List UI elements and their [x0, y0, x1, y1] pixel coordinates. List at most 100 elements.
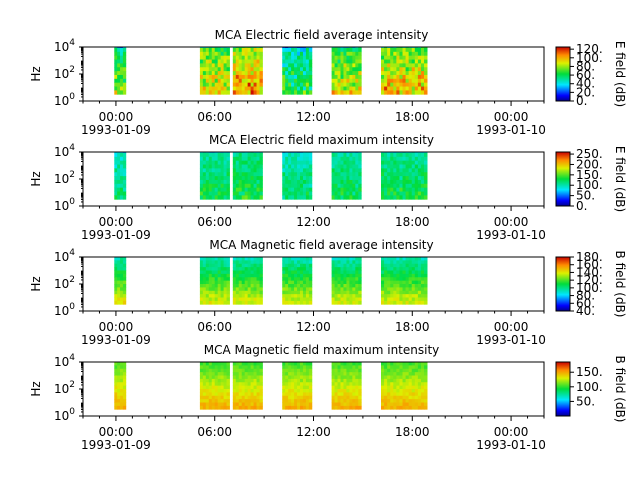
- spectrogram-cell: [256, 267, 260, 271]
- spectrogram-cell: [208, 277, 213, 282]
- spectrogram-cell: [343, 294, 347, 298]
- spectrogram-cell: [340, 267, 344, 271]
- spectrogram-cell: [247, 385, 251, 390]
- spectrogram-cell: [405, 382, 410, 387]
- spectrogram-cell: [355, 51, 359, 57]
- spectrogram-cell: [205, 152, 210, 158]
- spectrogram-cell: [349, 300, 353, 305]
- spectrogram-cell: [396, 71, 400, 76]
- spectrogram-cell: [414, 172, 419, 177]
- spectrogram-cell: [226, 260, 230, 265]
- spectrogram-cell: [305, 156, 310, 162]
- spectrogram-cell: [414, 273, 419, 278]
- spectrogram-cell: [358, 63, 362, 68]
- spectrogram-cell: [259, 297, 263, 302]
- spectrogram-cell: [297, 378, 301, 383]
- spectrogram-cell: [294, 78, 298, 84]
- spectrogram-cell: [282, 71, 286, 76]
- spectrogram-cell: [405, 47, 410, 53]
- spectrogram-cell: [390, 277, 394, 282]
- spectrogram-cell: [405, 195, 410, 200]
- spectrogram-cell: [241, 382, 246, 387]
- spectrogram-cell: [424, 59, 428, 64]
- spectrogram-cell: [396, 74, 400, 80]
- spectrogram-cell: [217, 297, 222, 302]
- spectrogram-cell: [352, 179, 356, 185]
- spectrogram-cell: [220, 156, 224, 162]
- spectrogram-cell: [114, 297, 118, 302]
- spectrogram-cell: [352, 86, 356, 91]
- spectrogram-cell: [358, 405, 362, 410]
- spectrogram-cell: [250, 290, 254, 295]
- spectrogram-cell: [387, 187, 391, 192]
- spectrogram-cell: [411, 63, 416, 68]
- spectrogram-cell: [241, 375, 246, 380]
- spectrogram-cell: [308, 260, 313, 265]
- spectrogram-cell: [346, 63, 350, 68]
- spectrogram-cell: [399, 395, 403, 400]
- spectrogram-cell: [343, 280, 347, 285]
- spectrogram-cell: [349, 405, 353, 410]
- spectrogram-cell: [244, 287, 249, 292]
- spectrogram-cell: [414, 270, 419, 275]
- spectrogram-cell: [384, 71, 388, 76]
- spectrogram-cell: [349, 168, 353, 173]
- spectrogram-cell: [305, 399, 310, 403]
- spectrogram-cell: [381, 172, 385, 177]
- spectrogram-cell: [393, 260, 397, 265]
- spectrogram-cell: [241, 290, 246, 295]
- spectrogram-cell: [223, 385, 227, 390]
- spectrogram-cell: [414, 187, 419, 192]
- spectrogram-cell: [393, 86, 397, 91]
- spectrogram-cell: [402, 402, 406, 407]
- spectrogram-cell: [355, 160, 359, 165]
- spectrogram-cell: [250, 375, 254, 380]
- spectrogram-cell: [334, 187, 338, 192]
- spectrogram-cell: [424, 176, 428, 181]
- spectrogram-cell: [420, 402, 425, 407]
- spectrogram-cell: [291, 300, 295, 305]
- spectrogram-cell: [217, 399, 222, 403]
- spectrogram-cell: [300, 287, 304, 292]
- spectrogram-cell: [220, 168, 224, 173]
- spectrogram-cell: [343, 59, 347, 64]
- spectrogram-cell: [114, 90, 118, 95]
- spectrogram-cell: [223, 263, 227, 268]
- spectrogram-cell: [214, 156, 219, 162]
- spectrogram-cell: [334, 74, 338, 80]
- spectrogram-cell: [408, 164, 413, 169]
- spectrogram-cell: [384, 382, 388, 387]
- spectrogram-cell: [285, 152, 289, 158]
- spectrogram-cell: [220, 290, 224, 295]
- spectrogram-cell: [250, 67, 254, 72]
- spectrogram-cell: [208, 71, 213, 76]
- x-tick-time: 12:00: [296, 320, 331, 334]
- spectrogram-cell: [253, 172, 257, 177]
- spectrogram-cell: [411, 267, 416, 271]
- spectrogram-cell: [405, 152, 410, 154]
- spectrogram-cell: [402, 362, 406, 366]
- spectrogram-cell: [208, 86, 213, 91]
- spectrogram-cell: [381, 176, 385, 181]
- spectrogram-cell: [349, 365, 353, 370]
- spectrogram-cell: [120, 164, 124, 169]
- spectrogram-cell: [393, 270, 397, 275]
- spectrogram-cell: [256, 257, 260, 261]
- spectrogram-cell: [305, 47, 310, 49]
- spectrogram-cell: [334, 392, 338, 397]
- spectrogram-cell: [247, 263, 251, 268]
- spectrogram-cell: [247, 297, 251, 302]
- spectrogram-cell: [334, 405, 338, 410]
- spectrogram-cell: [424, 267, 428, 271]
- spectrogram-cell: [291, 389, 295, 393]
- spectrogram-cell: [199, 172, 204, 177]
- spectrogram-cell: [352, 389, 356, 393]
- spectrogram-cell: [202, 372, 207, 376]
- spectrogram-cell: [117, 284, 121, 288]
- spectrogram-cell: [346, 290, 350, 295]
- spectrogram-cell: [352, 67, 356, 72]
- spectrogram-cell: [220, 372, 224, 376]
- spectrogram-cell: [232, 67, 237, 72]
- spectrogram-cell: [305, 152, 310, 154]
- spectrogram-cell: [358, 284, 362, 288]
